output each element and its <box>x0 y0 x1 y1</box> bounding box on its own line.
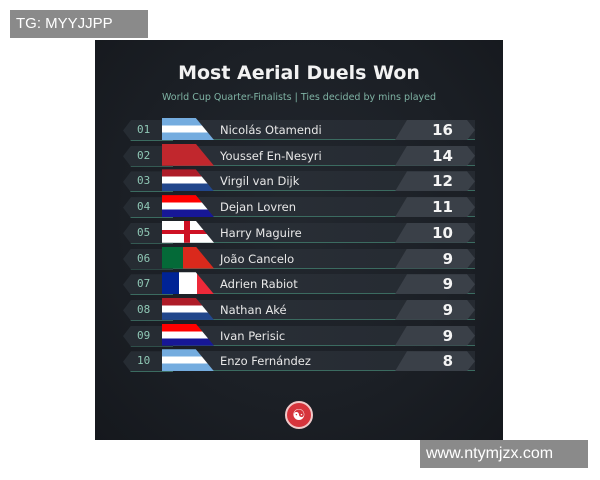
value-label: 10 <box>395 223 475 243</box>
rank-label: 08 <box>123 299 173 321</box>
player-name: Virgil van Dijk <box>220 174 300 189</box>
rank-label: 07 <box>123 274 173 296</box>
brand-swirl-icon: ☯ <box>285 401 313 429</box>
value-label: 16 <box>395 120 475 140</box>
value-label: 8 <box>395 351 475 371</box>
value-label: 9 <box>395 326 475 346</box>
table-row: 05 Harry Maguire 10 <box>123 220 475 244</box>
value-label: 9 <box>395 249 475 269</box>
row-bar <box>163 299 475 320</box>
infographic-card: Most Aerial Duels Won World Cup Quarter-… <box>95 40 503 440</box>
table-row: 01 Nicolás Otamendi 16 <box>123 118 475 141</box>
table-row: 09 Ivan Perisic 9 <box>123 323 475 347</box>
rank-label: 06 <box>123 248 173 270</box>
table-row: 03 Virgil van Dijk 12 <box>123 169 475 193</box>
rank-label: 02 <box>123 145 173 167</box>
player-name: Nathan Aké <box>220 302 287 317</box>
value-label: 9 <box>395 300 475 320</box>
table-row: 02 Youssef En-Nesyri 14 <box>123 143 475 167</box>
chart-subtitle: World Cup Quarter-Finalists | Ties decid… <box>161 92 437 103</box>
row-bar <box>163 351 475 372</box>
row-bar <box>163 222 475 243</box>
row-bar <box>163 120 475 140</box>
value-label: 12 <box>395 171 475 191</box>
value-label: 11 <box>395 197 475 217</box>
rank-label: 09 <box>123 325 173 347</box>
table-row: 08 Nathan Aké 9 <box>123 297 475 321</box>
player-name: Dejan Lovren <box>220 200 297 215</box>
player-name: Youssef En-Nesyri <box>220 148 322 163</box>
chart-title: Most Aerial Duels Won <box>178 62 420 84</box>
row-bar <box>163 171 475 192</box>
player-name: João Cancelo <box>220 251 295 266</box>
table-row: 04 Dejan Lovren 11 <box>123 195 475 219</box>
player-name: Ivan Perisic <box>220 328 286 343</box>
rank-label: 04 <box>123 197 173 219</box>
table-row: 10 Enzo Fernández 8 <box>123 349 475 373</box>
rank-label: 03 <box>123 171 173 193</box>
rank-label: 01 <box>123 120 173 141</box>
row-bar <box>163 274 475 295</box>
watermark-bottom-right: www.ntymjzx.com <box>420 440 588 468</box>
row-bar <box>163 145 475 166</box>
row-bar <box>163 197 475 218</box>
player-name: Enzo Fernández <box>220 354 311 369</box>
value-label: 9 <box>395 274 475 294</box>
row-bar <box>163 325 475 346</box>
player-name: Harry Maguire <box>220 225 302 240</box>
table-row: 07 Adrien Rabiot 9 <box>123 272 475 296</box>
value-label: 14 <box>395 146 475 166</box>
table-row: 06 João Cancelo 9 <box>123 246 475 270</box>
player-name: Nicolás Otamendi <box>220 123 322 137</box>
player-name: Adrien Rabiot <box>220 277 298 292</box>
row-bar <box>163 248 475 269</box>
rank-label: 05 <box>123 222 173 244</box>
rank-label: 10 <box>123 351 173 373</box>
watermark-top-left: TG: MYYJJPP <box>10 10 148 38</box>
